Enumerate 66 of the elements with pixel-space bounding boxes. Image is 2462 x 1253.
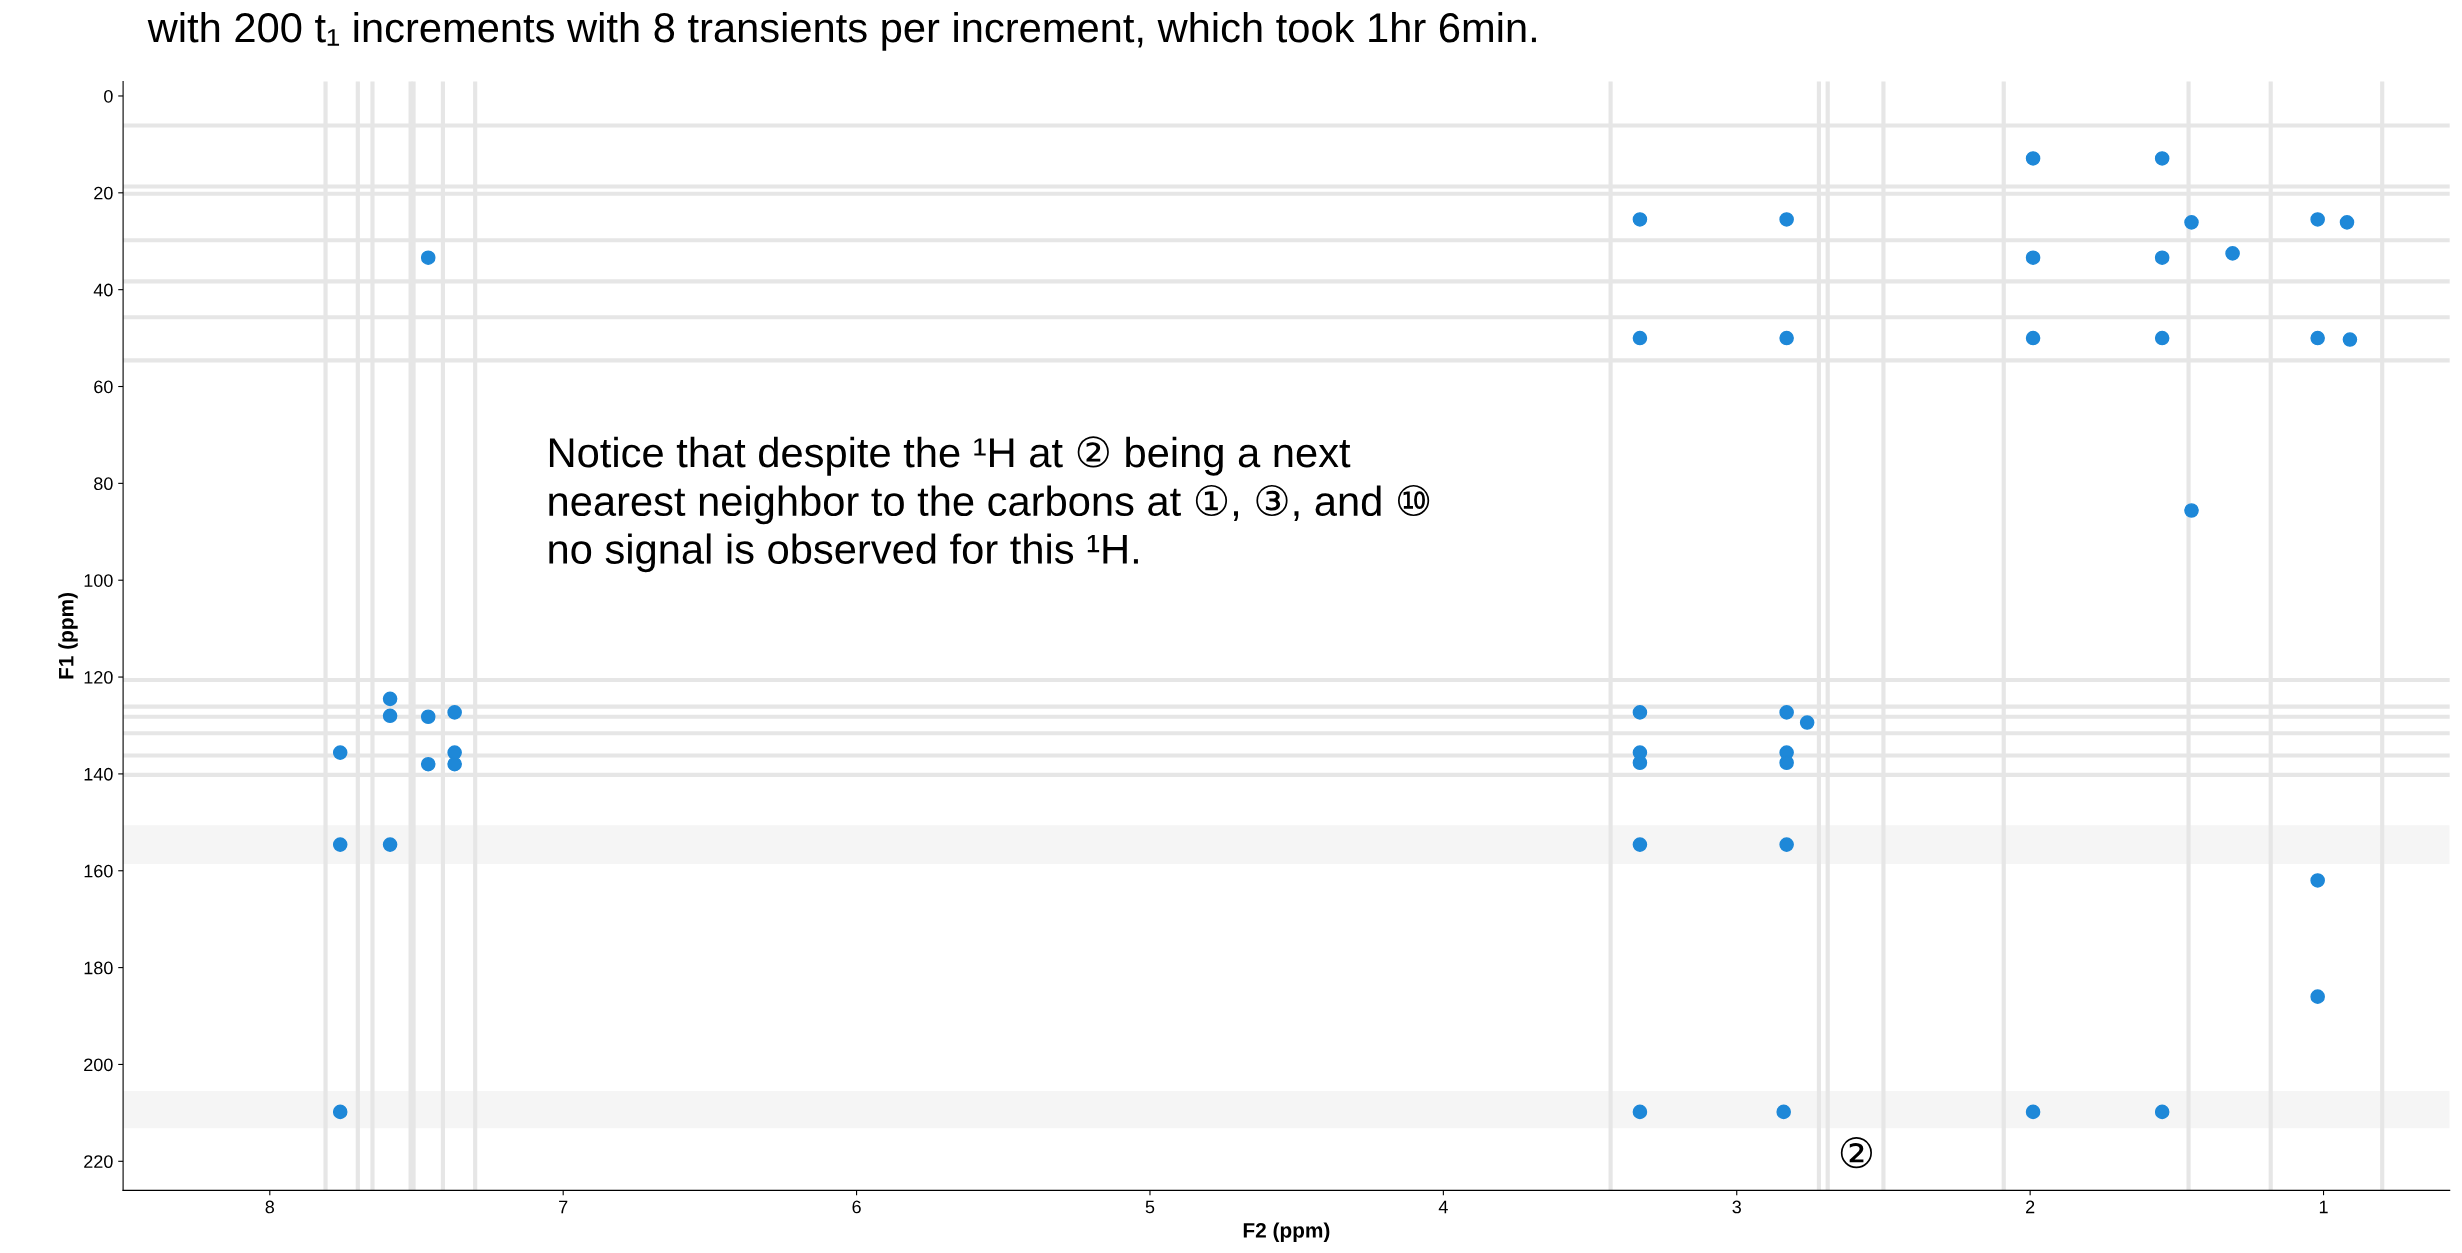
point bbox=[2154, 330, 2170, 346]
y-tick-label: 40 bbox=[93, 283, 113, 297]
y-tick-label: 80 bbox=[94, 477, 113, 491]
point bbox=[332, 745, 348, 760]
x-tick-label: 6 bbox=[852, 1200, 861, 1214]
point bbox=[1632, 1104, 1648, 1120]
point bbox=[2025, 151, 2041, 166]
x-tick-label: 7 bbox=[559, 1200, 568, 1214]
point bbox=[2025, 1104, 2041, 1120]
point bbox=[1779, 837, 1794, 852]
x-axis-title: F2 (ppm) bbox=[1243, 1222, 1330, 1242]
annotation: ② bbox=[1840, 1137, 1872, 1169]
y-tick-label: 200 bbox=[84, 1058, 113, 1072]
point bbox=[2342, 332, 2358, 347]
x-tick-label: 4 bbox=[1438, 1200, 1448, 1214]
x-tick-label: 1 bbox=[2319, 1200, 2328, 1214]
point bbox=[1632, 705, 1648, 720]
point bbox=[382, 691, 398, 707]
point bbox=[2025, 250, 2041, 265]
y-tick-label: 60 bbox=[94, 380, 113, 394]
point bbox=[1779, 755, 1794, 771]
x-tick-label: 3 bbox=[1732, 1200, 1741, 1214]
y-axis-title: F1 (ppm) bbox=[58, 592, 78, 679]
y-tick-label: 100 bbox=[84, 574, 113, 587]
point bbox=[420, 250, 436, 265]
y-tick-label: 120 bbox=[84, 670, 113, 684]
point bbox=[1779, 705, 1794, 720]
point bbox=[2184, 503, 2199, 518]
annotation: Notice that despite the ¹H at ② being a next nearest neighbor to the carbons at ①, ③, and ⑩ no signal is observed for this ¹H. bbox=[549, 436, 1430, 573]
point bbox=[2310, 212, 2325, 227]
point bbox=[1632, 212, 1648, 227]
point bbox=[447, 745, 462, 760]
point bbox=[1779, 212, 1794, 227]
y-tick-label: 220 bbox=[84, 1155, 113, 1169]
point bbox=[332, 1104, 348, 1120]
point bbox=[2184, 215, 2199, 230]
point bbox=[447, 705, 462, 720]
point bbox=[2154, 1104, 2170, 1120]
point bbox=[1632, 330, 1648, 346]
text: with 200 t₁ increments with 8 transients per increment, which took 1hr 6min. bbox=[147, 11, 1536, 51]
y-tick-label: 0 bbox=[104, 89, 113, 103]
point bbox=[1776, 1104, 1791, 1120]
point bbox=[2025, 330, 2041, 346]
point bbox=[1779, 330, 1794, 346]
y-tick-label: 20 bbox=[94, 186, 113, 200]
point bbox=[1799, 715, 1815, 730]
point bbox=[332, 837, 348, 852]
point bbox=[420, 709, 436, 725]
y-tick-label: 160 bbox=[84, 864, 113, 878]
x-tick-label: 8 bbox=[265, 1200, 275, 1214]
y-tick-label: 180 bbox=[84, 961, 113, 975]
point bbox=[2339, 215, 2355, 230]
point bbox=[420, 756, 436, 772]
point bbox=[1632, 755, 1648, 771]
point bbox=[2154, 151, 2170, 166]
point bbox=[2154, 250, 2170, 265]
x-tick-label: 2 bbox=[2026, 1200, 2035, 1214]
point bbox=[2310, 873, 2325, 888]
point bbox=[382, 837, 398, 852]
point bbox=[382, 708, 398, 724]
y-tick-label: 140 bbox=[84, 767, 113, 781]
x-tick-label: 5 bbox=[1145, 1200, 1155, 1214]
point bbox=[1632, 837, 1648, 852]
point bbox=[2310, 330, 2325, 346]
point bbox=[2310, 989, 2325, 1004]
point bbox=[2225, 246, 2240, 261]
